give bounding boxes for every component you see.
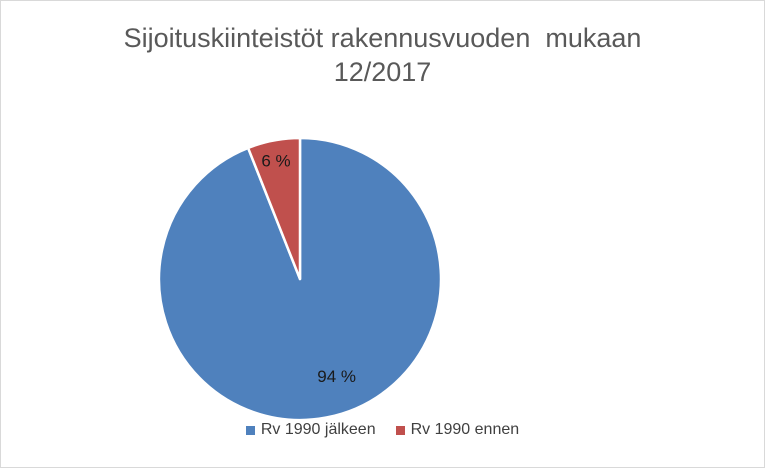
chart-title-line-1: Sijoituskiinteistöt rakennusvuoden mukaa… <box>123 23 642 53</box>
chart-legend: Rv 1990 jälkeen Rv 1990 ennen <box>0 418 765 442</box>
legend-item-after-1990: Rv 1990 jälkeen <box>245 421 376 439</box>
legend-swatch-before-1990 <box>395 425 405 435</box>
legend-swatch-after-1990 <box>245 425 255 435</box>
legend-label-before-1990: Rv 1990 ennen <box>410 421 520 438</box>
legend-label-after-1990: Rv 1990 jälkeen <box>260 421 376 438</box>
data-label-before-1990: 6 % <box>261 151 290 170</box>
pie-slice-before-1990 <box>246 136 302 281</box>
legend-item-before-1990: Rv 1990 ennen <box>395 421 520 439</box>
chart-title-line-2: 12/2017 <box>333 57 432 87</box>
data-label-after-1990: 94 % <box>317 367 356 386</box>
